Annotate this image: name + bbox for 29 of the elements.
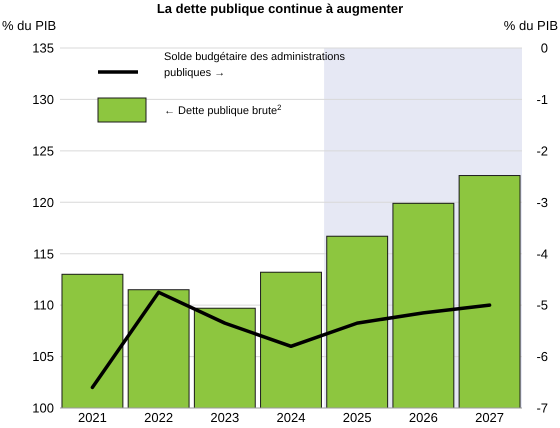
y2-tick-label: -7 xyxy=(536,400,548,416)
x-tick-label: 2025 xyxy=(342,410,372,425)
y-tick-label: 110 xyxy=(33,298,54,313)
x-tick-label: 2024 xyxy=(276,410,306,425)
y-tick-label: 125 xyxy=(32,143,54,158)
x-tick-label: 2021 xyxy=(78,410,107,425)
y2-tick-label: -3 xyxy=(536,194,548,210)
legend-label: ← Dette publique brute$^{2}$ xyxy=(164,102,282,117)
x-tick-label: 2026 xyxy=(408,410,438,425)
y-tick-label: 120 xyxy=(32,194,54,210)
y-tick-label: 115 xyxy=(33,246,54,262)
y-tick-label: 105 xyxy=(32,349,54,364)
y2-tick-label: -6 xyxy=(536,349,548,364)
y2-tick-label: -5 xyxy=(536,298,548,313)
y-tick-label: 135 xyxy=(32,40,54,56)
y2-tick-label: -2 xyxy=(536,143,548,158)
y-tick-label: 100 xyxy=(32,400,54,416)
x-tick-label: 2022 xyxy=(144,410,174,425)
y2-tick-label: -4 xyxy=(536,246,548,262)
y2-axis-title: % du PIB xyxy=(504,18,558,33)
x-tick-label: 2027 xyxy=(475,410,504,425)
y-tick-label: 130 xyxy=(32,92,54,107)
y2-tick-label: 0 xyxy=(540,40,548,56)
y-axis-title: % du PIB xyxy=(2,18,56,33)
chart-title: La dette publique continue à augmenter xyxy=(156,1,404,16)
line-series xyxy=(90,290,492,390)
y2-tick-label: -1 xyxy=(536,92,548,107)
x-tick-label: 2023 xyxy=(210,410,240,425)
legend-label: Solde budgétaire des administrations publiques → xyxy=(164,51,346,79)
